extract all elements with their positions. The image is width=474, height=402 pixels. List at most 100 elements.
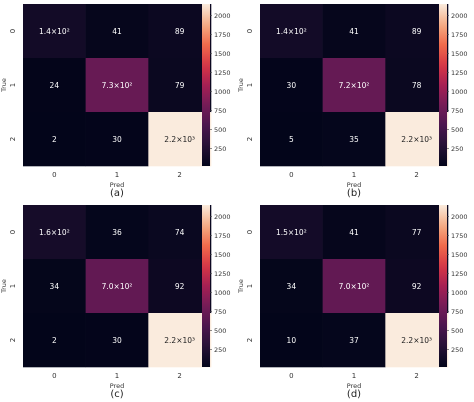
cell-label: 77 <box>412 228 422 237</box>
x-axis-label: Pred <box>110 181 124 189</box>
x-tick-label: 2 <box>414 171 418 179</box>
colorbar-tick-label: 1250 <box>214 270 231 278</box>
panel-label: (b) <box>347 188 361 199</box>
colorbar-tick-label: 2000 <box>451 12 468 20</box>
cell-label: 36 <box>112 228 122 237</box>
cell-label: 24 <box>50 81 60 90</box>
heatmap-cell <box>260 205 323 260</box>
cell-label: 89 <box>175 27 185 36</box>
colorbar-tick-label: 250 <box>451 145 463 153</box>
heatmap-cell <box>148 259 212 314</box>
heatmap-cell <box>85 313 149 368</box>
heatmap-cell <box>148 313 212 368</box>
colorbar-tick-label: 500 <box>214 327 226 335</box>
x-tick-label: 2 <box>177 372 181 380</box>
y-tick-label: 0 <box>9 230 17 234</box>
colorbar <box>202 205 210 367</box>
cell-label: 92 <box>412 282 422 291</box>
heatmap-cell <box>260 112 323 167</box>
cell-label: 1.4×10² <box>276 27 307 36</box>
heatmap-cell <box>85 4 149 59</box>
heatmap-cell <box>85 205 149 260</box>
heatmap-cell <box>385 259 449 314</box>
x-tick-label: 1 <box>352 372 356 380</box>
colorbar-tick-label: 750 <box>214 308 226 316</box>
y-tick-label: 2 <box>9 137 17 141</box>
heatmap-cell <box>385 205 449 260</box>
cell-label: 2.2×10³ <box>401 135 432 144</box>
heatmap-cell <box>148 112 212 167</box>
colorbar-tick-label: 1500 <box>214 50 231 58</box>
colorbar <box>202 4 210 166</box>
y-axis-label: True <box>0 279 8 294</box>
heatmap-panel-2: 1.6×10² 36 74 34 7.0×10² 92 2 30 2.2×10³ 0 1 2 Pred 0… <box>0 205 231 400</box>
colorbar-tick-label: 1250 <box>214 69 231 77</box>
heatmap-cell <box>23 205 86 260</box>
heatmap-cell <box>322 4 386 59</box>
colorbar-tick-label: 250 <box>451 346 463 354</box>
cell-label: 2.2×10³ <box>164 135 195 144</box>
y-axis-label: True <box>0 78 8 93</box>
heatmap-cell <box>322 58 386 113</box>
y-tick-label: 1 <box>246 284 254 288</box>
cell-label: 34 <box>50 282 60 291</box>
y-tick-label: 2 <box>246 338 254 342</box>
colorbar-tick-label: 1000 <box>214 289 231 297</box>
heatmap-cell <box>260 58 323 113</box>
heatmap-panel-1: 1.4×10² 41 89 30 7.2×10² 78 5 35 2.2×10³ 0 1 2 Pred 0… <box>237 4 468 199</box>
colorbar-tick-label: 1750 <box>451 31 468 39</box>
heatmap-cell <box>23 112 86 167</box>
cell-label: 35 <box>349 135 359 144</box>
x-axis-label: Pred <box>347 181 361 189</box>
x-tick-label: 1 <box>352 171 356 179</box>
heatmap-cell <box>385 313 449 368</box>
x-tick-label: 1 <box>115 171 119 179</box>
colorbar-tick-label: 1500 <box>214 251 231 259</box>
cell-label: 41 <box>112 27 122 36</box>
y-tick-label: 1 <box>9 284 17 288</box>
cell-label: 1.6×10² <box>39 228 70 237</box>
heatmap-cell <box>23 259 86 314</box>
heatmap-cell <box>23 313 86 368</box>
y-tick-label: 1 <box>246 83 254 87</box>
colorbar-tick-label: 1750 <box>451 232 468 240</box>
colorbar-tick-label: 2000 <box>214 12 231 20</box>
heatmap-cell <box>148 4 212 59</box>
heatmap-cell <box>322 313 386 368</box>
y-axis-label: True <box>237 279 245 294</box>
y-tick-label: 2 <box>246 137 254 141</box>
x-tick-label: 0 <box>52 171 56 179</box>
panel-label: (c) <box>110 389 123 400</box>
cell-label: 7.2×10² <box>339 81 370 90</box>
colorbar-tick-label: 500 <box>451 126 463 134</box>
colorbar-tick-label: 750 <box>451 107 463 115</box>
heatmap-cell <box>385 112 449 167</box>
cell-label: 30 <box>112 336 122 345</box>
colorbar <box>439 4 447 166</box>
heatmap-cell <box>85 112 149 167</box>
cell-label: 37 <box>349 336 359 345</box>
colorbar-tick-label: 1250 <box>451 69 468 77</box>
heatmap-cell <box>322 112 386 167</box>
x-axis-label: Pred <box>110 382 124 390</box>
heatmap-panel-0: 1.4×10² 41 89 24 7.3×10² 79 2 30 2.2×10³ 0 1 2 Pred 0… <box>0 4 231 199</box>
heatmap-cell <box>23 58 86 113</box>
x-tick-label: 2 <box>177 171 181 179</box>
x-tick-label: 0 <box>52 372 56 380</box>
cell-label: 10 <box>287 336 297 345</box>
heatmap-cell <box>85 58 149 113</box>
y-tick-label: 0 <box>246 29 254 33</box>
cell-label: 79 <box>175 81 185 90</box>
heatmap-cell <box>260 4 323 59</box>
x-axis-label: Pred <box>347 382 361 390</box>
colorbar-tick-label: 1000 <box>451 289 468 297</box>
colorbar-tick-label: 1500 <box>451 50 468 58</box>
cell-label: 5 <box>289 135 294 144</box>
x-tick-label: 2 <box>414 372 418 380</box>
cell-label: 78 <box>412 81 422 90</box>
colorbar <box>439 205 447 367</box>
colorbar-tick-label: 1500 <box>451 251 468 259</box>
cell-label: 1.5×10² <box>276 228 307 237</box>
y-tick-label: 2 <box>9 338 17 342</box>
